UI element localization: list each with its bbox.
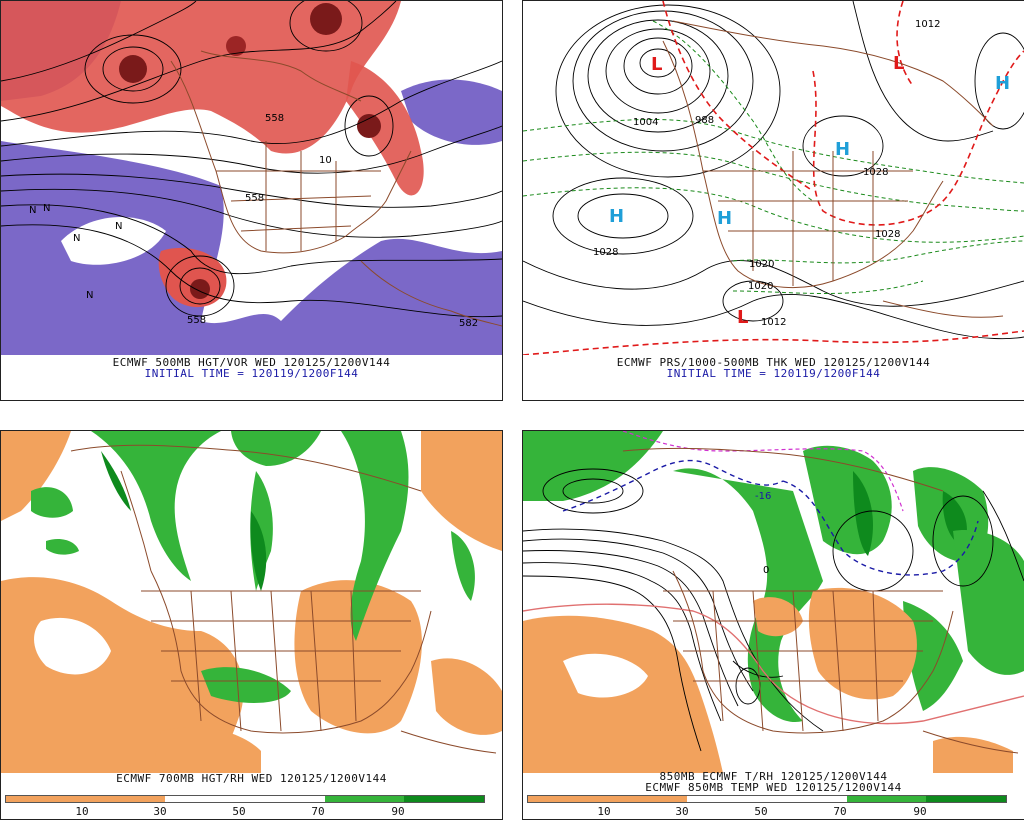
- isobar-label: 988: [695, 115, 714, 126]
- contour-label: N: [29, 205, 36, 216]
- low-pressure-symbol: L: [893, 53, 904, 74]
- panel-title: ECMWF 700MB HGT/RH WED 120125/1200V144: [116, 772, 387, 785]
- isobar-label: 1004: [633, 117, 658, 128]
- isobar-label: 1028: [875, 229, 900, 240]
- high-pressure-symbol: H: [717, 208, 732, 229]
- colorbar-label: 10: [75, 805, 89, 818]
- panel-850mb-t-rh: 0 -16 850MB ECMWF T/RH 120125/1200V144 E…: [522, 430, 1024, 820]
- map-500mb-vorticity: 558 558 558 582 10 N N N N N: [1, 1, 502, 355]
- high-pressure-symbol: H: [995, 73, 1010, 94]
- panel-subtitle: ECMWF 850MB TEMP WED 120125/1200V144: [645, 781, 902, 794]
- low-pressure-symbol: L: [737, 307, 748, 328]
- contour-label: 582: [459, 318, 478, 329]
- colorbar-label: 30: [675, 805, 689, 818]
- isobar-label: 1020: [748, 281, 773, 292]
- contour-label: 10: [319, 155, 332, 166]
- colorbar-label: 10: [597, 805, 611, 818]
- panel-500mb-hgt-vor: 558 558 558 582 10 N N N N N ECMWF 500MB…: [0, 0, 503, 401]
- map-pressure-thickness: 1004 988 1028 1020 1028 1020 1028 1012 1…: [523, 1, 1024, 355]
- colorbar-label: 90: [391, 805, 405, 818]
- panel-prs-thickness: 1004 988 1028 1020 1028 1020 1028 1012 1…: [522, 0, 1024, 401]
- contour-label: N: [73, 233, 80, 244]
- contour-label: N: [115, 221, 122, 232]
- colorbar-label: 50: [232, 805, 246, 818]
- panel-title: 850MB ECMWF T/RH 120125/1200V144: [659, 770, 888, 783]
- colorbar-label: 90: [913, 805, 927, 818]
- contour-label: 558: [265, 113, 284, 124]
- high-pressure-symbol: H: [609, 206, 624, 227]
- contour-label: N: [86, 290, 93, 301]
- contour-label: N: [43, 203, 50, 214]
- panel-title: ECMWF 500MB HGT/VOR WED 120125/1200V144: [112, 356, 391, 369]
- low-pressure-symbol: L: [651, 54, 662, 75]
- isotherm-label: 0: [763, 565, 769, 576]
- rh-colorbar: [5, 795, 485, 803]
- isobar-label: 1028: [863, 167, 888, 178]
- colorbar-label: 30: [153, 805, 167, 818]
- high-pressure-symbol: H: [835, 139, 850, 160]
- contour-label: 558: [245, 193, 264, 204]
- initial-time-label: INITIAL TIME = 120119/1200F144: [666, 367, 881, 380]
- isotherm-label: -16: [755, 491, 771, 502]
- isobar-label: 1012: [761, 317, 786, 328]
- isobar-label: 1012: [915, 19, 940, 30]
- map-850mb-temp-humidity: 0 -16: [523, 431, 1024, 773]
- colorbar-label: 70: [311, 805, 325, 818]
- map-700mb-humidity: [1, 431, 502, 773]
- colorbar-label: 50: [754, 805, 768, 818]
- contour-label: 558: [187, 315, 206, 326]
- panel-title: ECMWF PRS/1000-500MB THK WED 120125/1200…: [616, 356, 931, 369]
- isobar-label: 1028: [593, 247, 618, 258]
- isobar-label: 1020: [749, 259, 774, 270]
- panel-700mb-hgt-rh: ECMWF 700MB HGT/RH WED 120125/1200V144 1…: [0, 430, 503, 820]
- rh-colorbar: [527, 795, 1007, 803]
- colorbar-label: 70: [833, 805, 847, 818]
- initial-time-label: INITIAL TIME = 120119/1200F144: [144, 367, 359, 380]
